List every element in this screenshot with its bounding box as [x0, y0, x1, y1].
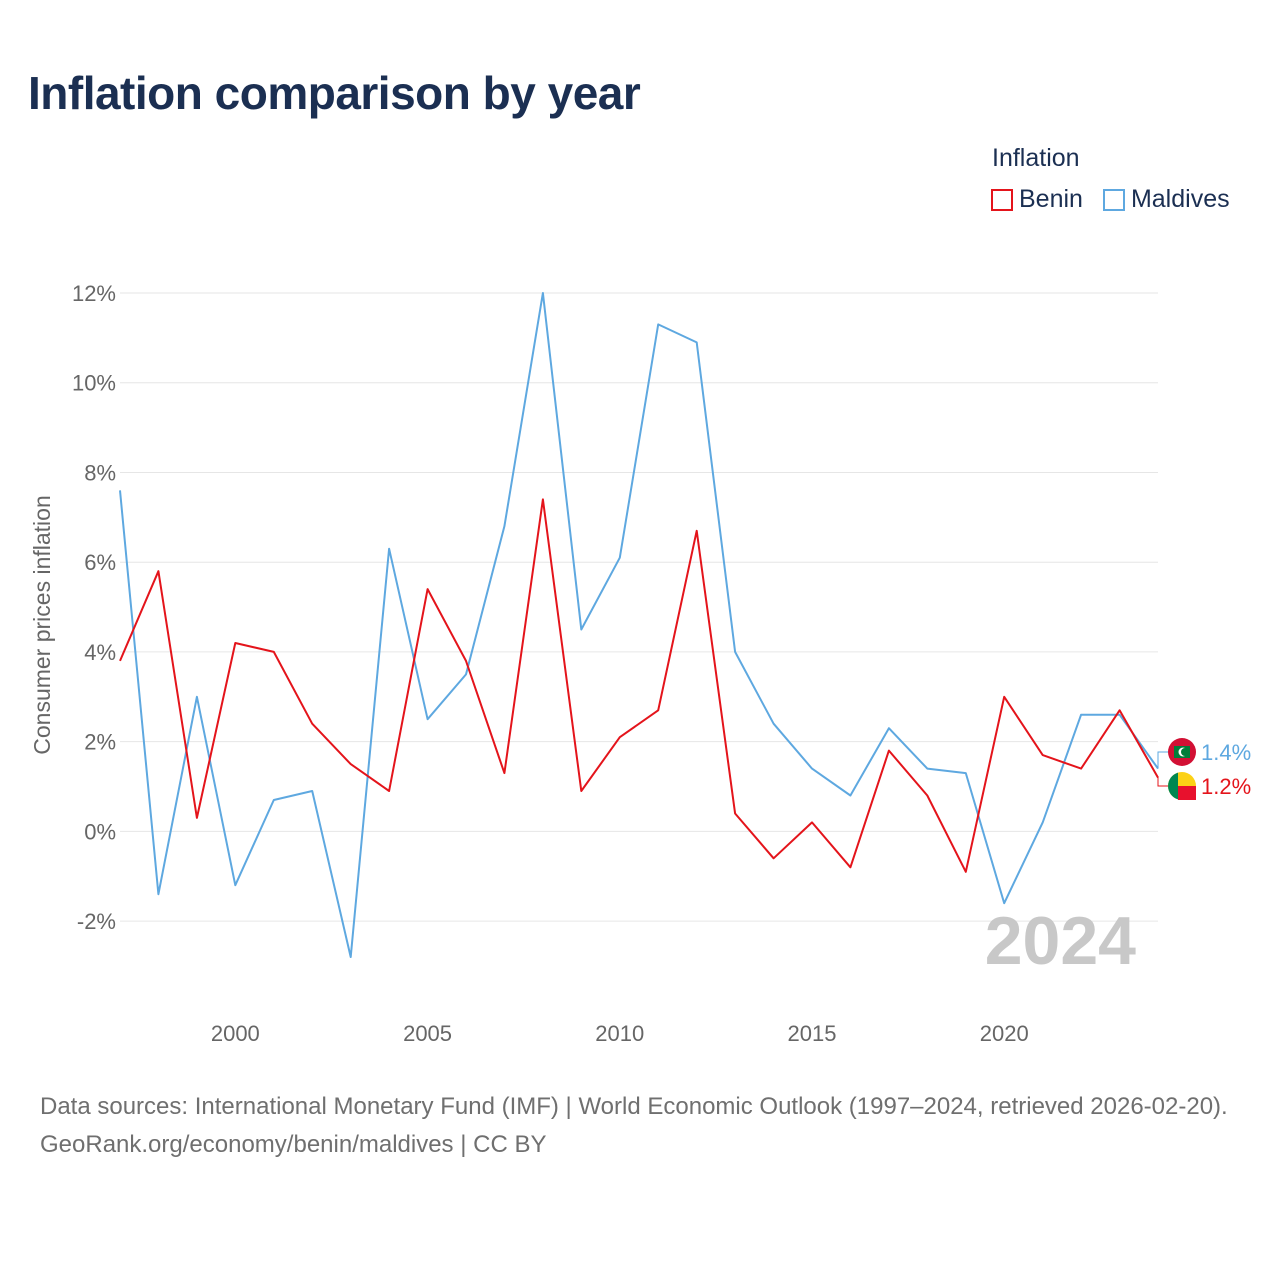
series-line-benin: [119, 498, 1159, 873]
legend-item-maldives[interactable]: Maldives: [1102, 185, 1230, 214]
legend-title: Inflation: [992, 144, 1080, 172]
year-label: 2024: [985, 903, 1136, 979]
legend-label-benin: Benin: [1019, 185, 1083, 213]
legend-label-maldives: Maldives: [1130, 185, 1230, 213]
chart-title: Inflation comparison by year: [28, 67, 641, 119]
benin-flag-green: [1168, 772, 1178, 800]
legend-swatch-benin: [991, 188, 1013, 211]
y-tick-label: 10%: [72, 371, 116, 396]
y-axis-label: Consumer prices inflation: [29, 495, 55, 755]
y-tick-label: 6%: [84, 550, 116, 575]
line-chart: -2% 0% 2% 4% 6% 8% 10% 12% 2000 2005 2010 2015 2020 C…: [29, 281, 1251, 1046]
legend: Benin Maldives: [991, 185, 1230, 214]
x-tick-label: 2010: [595, 1021, 644, 1046]
footer: Data sources: International Monetary Fun…: [40, 1088, 1250, 1164]
y-tick-label: 12%: [72, 281, 116, 306]
connector-maldives: [1157, 751, 1168, 769]
end-value-label-maldives: 1.4%: [1201, 740, 1251, 765]
y-tick-label: -2%: [77, 909, 116, 934]
credit-link[interactable]: GeoRank.org/economy/benin/maldives | CC …: [40, 1131, 547, 1158]
connector-benin: [1157, 777, 1168, 787]
x-tick-label: 2015: [788, 1021, 837, 1046]
y-tick-label: 8%: [84, 460, 116, 485]
y-tick-label: 4%: [84, 640, 116, 665]
x-tick-label: 2020: [980, 1021, 1029, 1046]
x-tick-label: 2000: [211, 1021, 260, 1046]
y-tick-label: 0%: [84, 819, 116, 844]
series-line-maldives: [119, 292, 1159, 958]
legend-swatch-maldives: [1102, 188, 1125, 211]
y-tick-label: 2%: [84, 730, 116, 755]
x-tick-label: 2005: [403, 1021, 452, 1046]
legend-item-benin[interactable]: Benin: [991, 185, 1083, 214]
maldives-flag-crescent-cut: [1181, 748, 1189, 756]
data-sources: Data sources: International Monetary Fun…: [40, 1093, 1228, 1120]
end-value-label-benin: 1.2%: [1201, 774, 1251, 799]
benin-flag-red: [1178, 786, 1196, 800]
